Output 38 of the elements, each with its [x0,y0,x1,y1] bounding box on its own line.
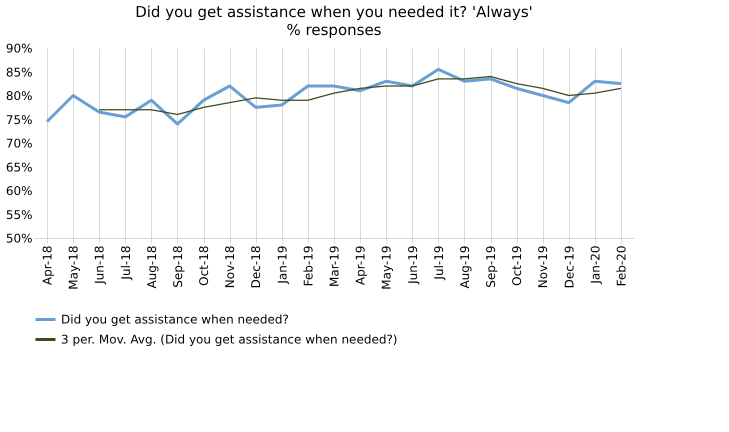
x-tick-label: Sep-18 [170,246,185,288]
line-series [46,68,622,126]
x-tick-label: Jan-20 [588,246,602,285]
x-tick-label: Mar-19 [328,246,342,287]
x-tick-label: Jul-19 [432,246,446,281]
x-tick-label: May-18 [66,246,81,290]
chart-subtitle: % responses [286,21,382,39]
x-tick-label: Feb-20 [614,246,628,286]
x-tick-label: Jun-18 [92,246,107,285]
x-tick-label: Jan-19 [275,246,290,285]
x-tick-label: May-19 [380,246,394,290]
y-tick-label: 90% [6,42,32,56]
legend-label: 3 per. Mov. Avg. (Did you get assistance when needed?) [61,332,398,346]
x-tick-label: Aug-19 [458,246,472,289]
y-tick-label: 50% [6,232,32,246]
y-tick-label: 85% [6,65,32,80]
x-tick-label: Apr-19 [354,246,368,286]
x-tick-label: Apr-18 [40,246,55,286]
x-tick-label: Jun-19 [406,246,420,285]
y-tick-label: 65% [6,160,32,174]
y-tick-label: 60% [6,184,32,198]
y-tick-label: 55% [6,208,32,222]
x-tick-label: Dec-19 [562,246,576,288]
x-tick-label: Jul-18 [118,246,133,281]
legend-label: Did you get assistance when needed? [61,312,289,326]
line-series [98,76,622,116]
x-tick-label: Sep-19 [484,246,498,288]
y-tick-label: 75% [6,112,32,127]
x-tick-label: Oct-19 [510,246,524,286]
x-tick-label: Feb-19 [301,246,316,286]
chart-title: Did you get assistance when you needed it? 'Always' [135,3,533,21]
y-tick-label: 80% [6,89,32,103]
y-tick-label: 70% [6,136,32,150]
x-tick-label: Dec-18 [249,246,264,288]
x-tick-label: Aug-18 [144,246,159,289]
x-tick-label: Nov-19 [536,246,550,288]
x-tick-label: Oct-18 [197,246,212,286]
x-tick-label: Nov-18 [223,246,238,288]
